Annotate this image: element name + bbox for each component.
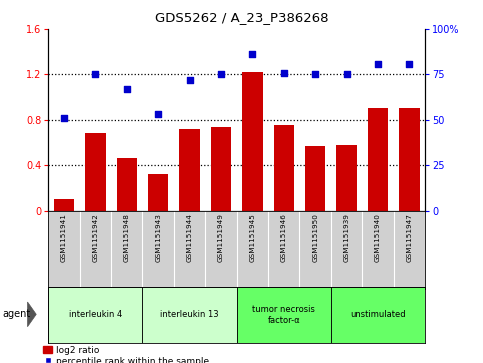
Bar: [54, 199, 74, 211]
Text: GSM1151940: GSM1151940: [375, 213, 381, 262]
Point: [92, 72, 99, 77]
Point: [155, 111, 162, 117]
Bar: [148, 174, 169, 211]
Point: [280, 70, 288, 76]
Bar: [399, 109, 420, 211]
Text: GSM1151942: GSM1151942: [92, 213, 99, 262]
Point: [249, 52, 256, 57]
Bar: [85, 133, 106, 211]
Bar: [331, 287, 425, 343]
Bar: [242, 72, 263, 211]
Text: interleukin 13: interleukin 13: [160, 310, 219, 319]
Bar: [368, 109, 388, 211]
Bar: [305, 146, 326, 211]
Bar: [48, 287, 142, 343]
Text: GSM1151943: GSM1151943: [155, 213, 161, 262]
Text: GSM1151944: GSM1151944: [186, 213, 193, 262]
Text: GDS5262 / A_23_P386268: GDS5262 / A_23_P386268: [155, 11, 328, 24]
Bar: [211, 127, 231, 211]
Text: unstimulated: unstimulated: [350, 310, 406, 319]
Point: [312, 72, 319, 77]
Point: [217, 72, 225, 77]
Point: [343, 72, 351, 77]
Bar: [116, 158, 137, 211]
Text: interleukin 4: interleukin 4: [69, 310, 122, 319]
Text: GSM1151950: GSM1151950: [312, 213, 318, 262]
Text: GSM1151946: GSM1151946: [281, 213, 287, 262]
Point: [406, 61, 413, 66]
Text: GSM1151947: GSM1151947: [406, 213, 412, 262]
Point: [60, 115, 68, 121]
Text: tumor necrosis
factor-α: tumor necrosis factor-α: [252, 305, 315, 325]
Polygon shape: [28, 302, 36, 327]
Bar: [273, 126, 294, 211]
Legend: log2 ratio, percentile rank within the sample: log2 ratio, percentile rank within the s…: [43, 346, 209, 363]
Point: [186, 77, 194, 83]
Text: GSM1151949: GSM1151949: [218, 213, 224, 262]
Bar: [179, 129, 200, 211]
Bar: [336, 145, 357, 211]
Text: GSM1151945: GSM1151945: [249, 213, 256, 262]
Text: GSM1151939: GSM1151939: [343, 213, 350, 262]
Bar: [237, 287, 331, 343]
Point: [374, 61, 382, 66]
Text: agent: agent: [2, 309, 30, 319]
Text: GSM1151941: GSM1151941: [61, 213, 67, 262]
Bar: [142, 287, 237, 343]
Point: [123, 86, 131, 92]
Text: GSM1151948: GSM1151948: [124, 213, 130, 262]
